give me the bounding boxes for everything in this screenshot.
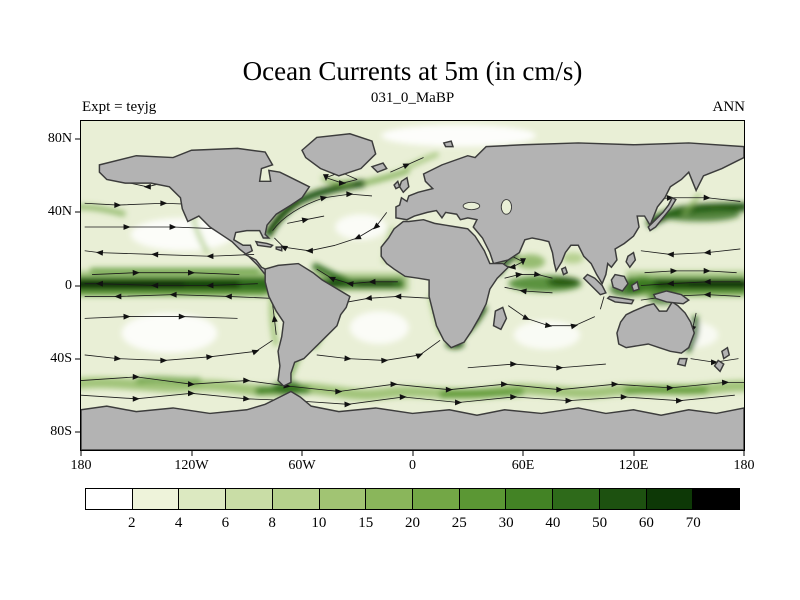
svalbard xyxy=(442,140,455,148)
map-plot: 180 120W 60W 0 60E 120E 180 80N 40N 0 40S 80S xyxy=(48,120,755,473)
greenland xyxy=(301,133,377,177)
x-tick-mark xyxy=(301,450,303,456)
madagascar xyxy=(492,306,508,331)
colorbar-segment xyxy=(226,489,273,509)
new-guinea xyxy=(652,290,691,305)
colorbar-segment xyxy=(179,489,227,509)
colorbar-tick-label: 20 xyxy=(405,515,420,531)
continent-north-america xyxy=(98,147,311,276)
continent-eurasia xyxy=(395,142,744,286)
y-tick-label: 80S xyxy=(50,423,72,439)
colorbar-segment xyxy=(413,489,460,509)
colorbar-tick-label: 15 xyxy=(358,515,374,531)
continent-south-america xyxy=(264,262,351,387)
colorbar-segment xyxy=(366,489,414,509)
sri-lanka xyxy=(560,266,569,276)
borneo xyxy=(610,273,629,292)
continent-australia xyxy=(616,300,696,354)
java xyxy=(606,295,635,305)
colorbar-tick-label: 8 xyxy=(268,515,276,531)
hispaniola xyxy=(275,246,283,252)
continent-antarctica xyxy=(81,390,744,450)
colorbar-segment xyxy=(459,489,507,509)
continent-africa xyxy=(380,218,510,349)
x-tick-mark xyxy=(633,450,634,456)
cuba xyxy=(254,240,274,248)
colorbar-tick-label: 50 xyxy=(592,515,608,531)
streamlines xyxy=(81,157,744,408)
tasmania xyxy=(676,357,688,367)
colorbar-tick-label: 6 xyxy=(221,515,230,531)
x-tick-label: 180 xyxy=(70,458,92,473)
new-zealand-north xyxy=(721,346,731,360)
x-tick-mark xyxy=(191,450,192,456)
continents xyxy=(81,133,744,450)
x-tick-label: 180 xyxy=(733,458,755,473)
caspian-sea xyxy=(500,199,513,215)
colorbar-segment xyxy=(553,489,600,509)
colorbar-tick-label: 70 xyxy=(685,515,701,531)
colorbar-segment xyxy=(86,489,133,509)
colorbar-segment xyxy=(506,489,554,509)
sulawesi xyxy=(630,280,640,292)
new-zealand-south xyxy=(713,359,725,373)
experiment-label: Expt = teyjg xyxy=(82,99,157,115)
colorbar-segment xyxy=(693,489,740,509)
colorbar-tick-label: 40 xyxy=(545,515,561,531)
x-tick-label: 60W xyxy=(288,458,316,473)
figure-subtitle: 031_0_MaBP xyxy=(370,90,455,106)
iceland xyxy=(370,162,388,174)
y-tick-label: 40S xyxy=(50,350,72,366)
ireland xyxy=(393,179,401,190)
colorbar-segments xyxy=(85,488,740,510)
x-tick-mark xyxy=(522,450,524,456)
colorbar-segment xyxy=(319,489,367,509)
x-tick-label: 60E xyxy=(511,458,535,473)
colorbar-tick-label: 10 xyxy=(311,515,327,531)
colorbar-tick-label: 60 xyxy=(638,515,654,531)
x-tick-mark xyxy=(743,450,745,456)
y-tick-label: 0 xyxy=(65,277,72,293)
x-tick-label: 0 xyxy=(409,458,416,473)
japan xyxy=(647,196,677,232)
y-tick-label: 40N xyxy=(47,204,72,220)
colorbar-segment xyxy=(646,489,694,509)
x-tick-label: 120W xyxy=(174,458,209,473)
x-tick-mark xyxy=(412,450,413,456)
season-label: ANN xyxy=(712,99,746,115)
colorbar: 2 4 6 8 10 15 20 25 30 40 50 60 70 xyxy=(85,488,740,531)
colorbar-tick-label: 30 xyxy=(498,515,514,531)
y-tick-label: 80N xyxy=(47,131,72,147)
colorbar-tick-label: 4 xyxy=(174,515,183,531)
black-sea xyxy=(462,201,481,211)
philippines xyxy=(625,251,637,269)
page-title: Ocean Currents at 5m (in cm/s) xyxy=(242,56,583,86)
colorbar-segment xyxy=(132,489,180,509)
x-tick-mark xyxy=(80,450,82,456)
colorbar-tick-label: 25 xyxy=(451,515,467,531)
x-tick-label: 120E xyxy=(618,458,649,473)
colorbar-segment xyxy=(599,489,647,509)
sumatra xyxy=(582,273,607,296)
colorbar-tick-label: 2 xyxy=(128,515,136,531)
colorbar-segment xyxy=(272,489,320,509)
world-map-canvas xyxy=(81,121,744,450)
